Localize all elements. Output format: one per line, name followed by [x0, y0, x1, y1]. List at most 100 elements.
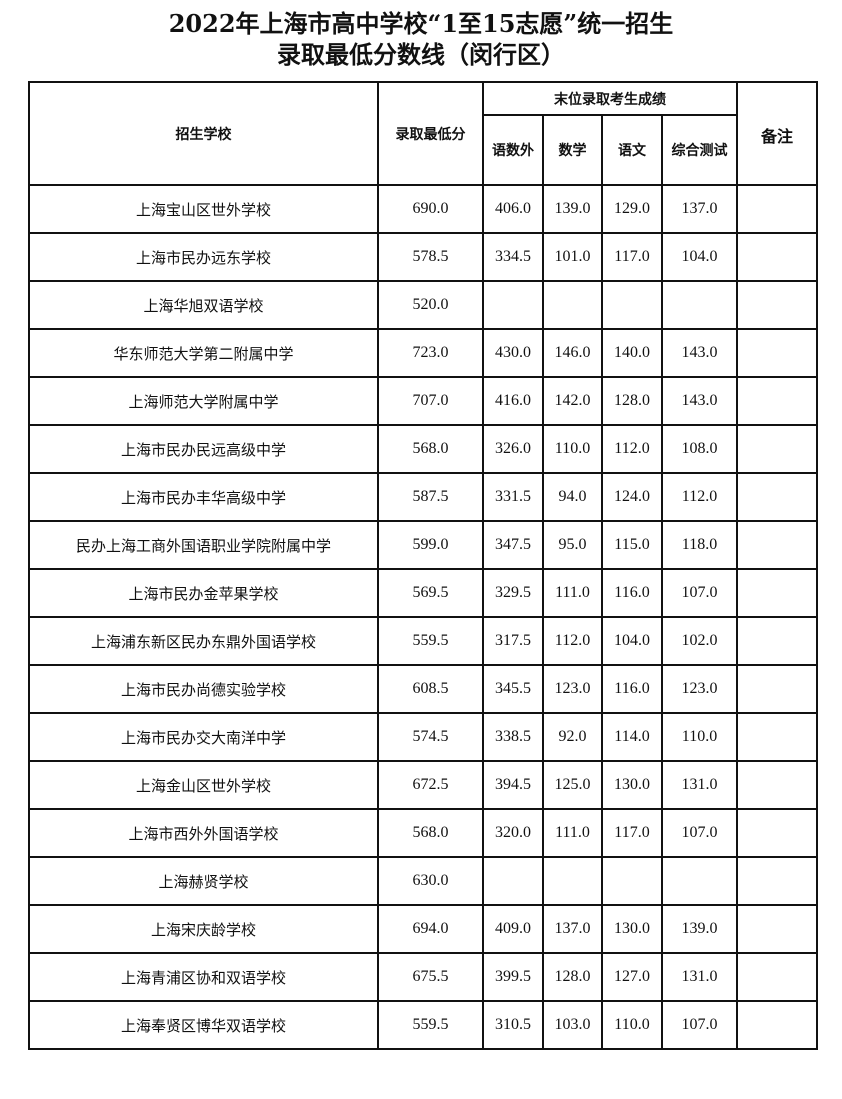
school-name: 上海市民办尚德实验学校	[28, 664, 379, 714]
chinese-score: 130.0	[601, 760, 663, 810]
table-row: 上海市西外外国语学校 568.0 320.0 111.0 117.0 107.0	[28, 808, 818, 858]
math-score: 146.0	[542, 328, 603, 378]
comprehensive-score	[661, 856, 738, 906]
ysw-score: 409.0	[482, 904, 544, 954]
header-chinese: 语文	[601, 114, 663, 186]
min-score: 568.0	[377, 424, 484, 474]
comprehensive-score: 107.0	[661, 568, 738, 618]
math-score: 111.0	[542, 808, 603, 858]
school-name: 民办上海工商外国语职业学院附属中学	[28, 520, 379, 570]
table-row: 上海金山区世外学校 672.5 394.5 125.0 130.0 131.0	[28, 760, 818, 810]
chinese-score: 114.0	[601, 712, 663, 762]
school-name: 上海宋庆龄学校	[28, 904, 379, 954]
math-score: 92.0	[542, 712, 603, 762]
school-name: 华东师范大学第二附属中学	[28, 328, 379, 378]
chinese-score	[601, 856, 663, 906]
chinese-score: 117.0	[601, 808, 663, 858]
school-name: 上海市民办远东学校	[28, 232, 379, 282]
table-row: 上海赫贤学校 630.0	[28, 856, 818, 906]
chinese-score	[601, 280, 663, 330]
table-row: 上海宋庆龄学校 694.0 409.0 137.0 130.0 139.0	[28, 904, 818, 954]
ysw-score: 399.5	[482, 952, 544, 1002]
table-row: 上海市民办交大南洋中学 574.5 338.5 92.0 114.0 110.0	[28, 712, 818, 762]
table-row: 华东师范大学第二附属中学 723.0 430.0 146.0 140.0 143.0	[28, 328, 818, 378]
chinese-score: 128.0	[601, 376, 663, 426]
school-name: 上海浦东新区民办东鼎外国语学校	[28, 616, 379, 666]
min-score: 630.0	[377, 856, 484, 906]
ysw-score: 334.5	[482, 232, 544, 282]
remark-cell	[736, 184, 818, 234]
page-title: 2022年上海市高中学校“1至15志愿”统一招生	[168, 9, 674, 38]
remark-cell	[736, 328, 818, 378]
math-score: 139.0	[542, 184, 603, 234]
school-name: 上海赫贤学校	[28, 856, 379, 906]
remark-cell	[736, 664, 818, 714]
remark-cell	[736, 376, 818, 426]
chinese-score: 127.0	[601, 952, 663, 1002]
math-score: 101.0	[542, 232, 603, 282]
ysw-score: 347.5	[482, 520, 544, 570]
table-row: 上海市民办民远高级中学 568.0 326.0 110.0 112.0 108.0	[28, 424, 818, 474]
comprehensive-score: 102.0	[661, 616, 738, 666]
remark-cell	[736, 808, 818, 858]
min-score: 675.5	[377, 952, 484, 1002]
ysw-score: 317.5	[482, 616, 544, 666]
comprehensive-score: 107.0	[661, 808, 738, 858]
table-row: 上海奉贤区博华双语学校 559.5 310.5 103.0 110.0 107.0	[28, 1000, 818, 1050]
chinese-score: 140.0	[601, 328, 663, 378]
chinese-score: 115.0	[601, 520, 663, 570]
table-row: 上海浦东新区民办东鼎外国语学校 559.5 317.5 112.0 104.0 102.0	[28, 616, 818, 666]
min-score: 599.0	[377, 520, 484, 570]
min-score: 520.0	[377, 280, 484, 330]
ysw-score: 329.5	[482, 568, 544, 618]
ysw-score: 320.0	[482, 808, 544, 858]
school-name: 上海奉贤区博华双语学校	[28, 1000, 379, 1050]
chinese-score: 116.0	[601, 568, 663, 618]
ysw-score: 416.0	[482, 376, 544, 426]
table-row: 上海市民办远东学校 578.5 334.5 101.0 117.0 104.0	[28, 232, 818, 282]
math-score: 128.0	[542, 952, 603, 1002]
school-name: 上海市民办金苹果学校	[28, 568, 379, 618]
table-row: 民办上海工商外国语职业学院附属中学 599.0 347.5 95.0 115.0 118.…	[28, 520, 818, 570]
comprehensive-score: 104.0	[661, 232, 738, 282]
comprehensive-score: 118.0	[661, 520, 738, 570]
min-score: 707.0	[377, 376, 484, 426]
remark-cell	[736, 760, 818, 810]
math-score: 125.0	[542, 760, 603, 810]
school-name: 上海金山区世外学校	[28, 760, 379, 810]
school-name: 上海师范大学附属中学	[28, 376, 379, 426]
math-score: 112.0	[542, 616, 603, 666]
min-score: 587.5	[377, 472, 484, 522]
min-score: 672.5	[377, 760, 484, 810]
remark-cell	[736, 952, 818, 1002]
comprehensive-score: 143.0	[661, 376, 738, 426]
min-score: 569.5	[377, 568, 484, 618]
comprehensive-score	[661, 280, 738, 330]
ysw-score: 338.5	[482, 712, 544, 762]
table-row: 上海青浦区协和双语学校 675.5 399.5 128.0 127.0 131.0	[28, 952, 818, 1002]
comprehensive-score: 131.0	[661, 952, 738, 1002]
math-score: 110.0	[542, 424, 603, 474]
math-score: 94.0	[542, 472, 603, 522]
remark-cell	[736, 712, 818, 762]
math-score	[542, 856, 603, 906]
remark-cell	[736, 856, 818, 906]
school-name: 上海市西外外国语学校	[28, 808, 379, 858]
ysw-score: 345.5	[482, 664, 544, 714]
table-row: 上海市民办金苹果学校 569.5 329.5 111.0 116.0 107.0	[28, 568, 818, 618]
school-name: 上海市民办丰华高级中学	[28, 472, 379, 522]
table-row: 上海市民办尚德实验学校 608.5 345.5 123.0 116.0 123.0	[28, 664, 818, 714]
chinese-score: 129.0	[601, 184, 663, 234]
min-score: 559.5	[377, 1000, 484, 1050]
chinese-score: 104.0	[601, 616, 663, 666]
admission-score-table: 招生学校 录取最低分 末位录取考生成绩 备注 语数外 数学 语文 综合测试 上海…	[28, 81, 818, 1050]
ysw-score: 310.5	[482, 1000, 544, 1050]
comprehensive-score: 110.0	[661, 712, 738, 762]
ysw-score: 331.5	[482, 472, 544, 522]
math-score: 95.0	[542, 520, 603, 570]
header-math: 数学	[542, 114, 603, 186]
min-score: 574.5	[377, 712, 484, 762]
comprehensive-score: 139.0	[661, 904, 738, 954]
comprehensive-score: 137.0	[661, 184, 738, 234]
remark-cell	[736, 280, 818, 330]
